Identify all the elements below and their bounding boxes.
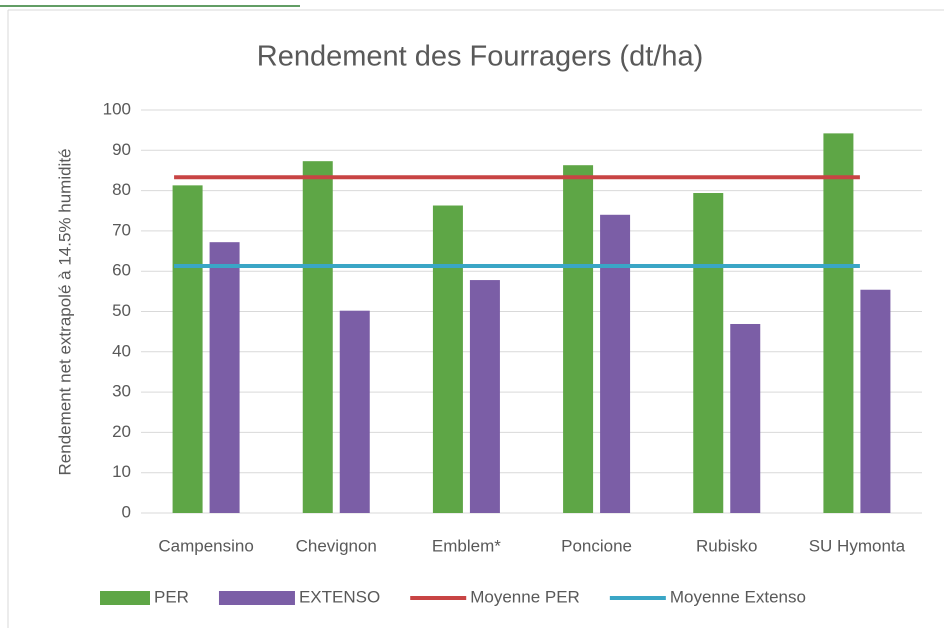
y-axis-label: Rendement net extrapolé à 14.5% humidité <box>55 149 74 476</box>
y-tick-label: 80 <box>112 180 131 199</box>
legend-label: Moyenne PER <box>470 587 580 606</box>
y-tick-label: 90 <box>112 140 131 159</box>
x-tick-label: Emblem* <box>432 536 501 555</box>
y-tick-label: 50 <box>112 301 131 320</box>
bar <box>209 242 240 513</box>
legend-label: EXTENSO <box>299 587 380 606</box>
x-tick-label: Chevignon <box>296 536 377 555</box>
bar <box>693 193 724 513</box>
x-tick-label: Rubisko <box>696 536 757 555</box>
chart-title: Rendement des Fourragers (dt/ha) <box>257 41 704 73</box>
legend-label: Moyenne Extenso <box>670 587 806 606</box>
legend-swatch <box>218 591 295 605</box>
y-tick-label: 10 <box>112 462 131 481</box>
x-tick-label: Campensino <box>158 536 253 555</box>
y-tick-label: 20 <box>112 422 131 441</box>
y-tick-label: 40 <box>112 341 131 360</box>
y-tick-label: 60 <box>112 261 131 280</box>
bar <box>823 133 854 513</box>
bar <box>730 323 761 513</box>
bar <box>860 289 891 513</box>
bar <box>563 165 594 513</box>
x-tick-label: SU Hymonta <box>809 536 906 555</box>
bar <box>302 161 333 513</box>
legend-label: PER <box>154 587 189 606</box>
y-tick-label: 100 <box>103 99 131 118</box>
bar <box>432 205 463 514</box>
y-tick-label: 70 <box>112 220 131 239</box>
legend-swatch <box>100 591 150 605</box>
bar <box>600 214 631 513</box>
bar <box>469 280 500 513</box>
bar <box>339 310 370 513</box>
x-tick-label: Poncione <box>561 536 632 555</box>
bar <box>172 185 203 513</box>
y-tick-label: 30 <box>112 382 131 401</box>
y-tick-label: 0 <box>122 502 131 521</box>
